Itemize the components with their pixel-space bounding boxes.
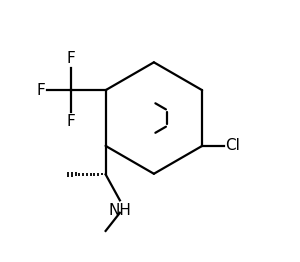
Text: F: F — [66, 51, 75, 66]
Text: F: F — [37, 83, 45, 98]
Text: Cl: Cl — [226, 138, 240, 154]
Text: NH: NH — [108, 204, 131, 219]
Text: F: F — [66, 114, 75, 129]
